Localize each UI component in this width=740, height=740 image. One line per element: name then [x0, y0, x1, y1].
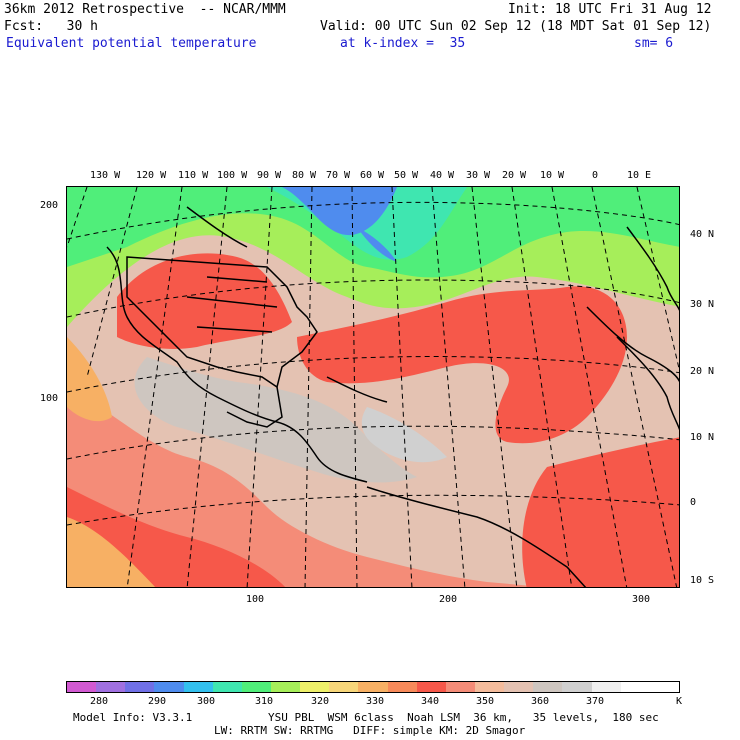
grid-y-label-100: 100: [40, 393, 59, 404]
lon-label-130w: 130 W: [90, 170, 121, 181]
lon-label-70w: 70 W: [326, 170, 351, 181]
forecast-hour: Fcst: 30 h: [4, 19, 98, 34]
lon-label-110w: 110 W: [178, 170, 209, 181]
legend-tick-370: 370: [586, 696, 605, 707]
lat-label-10n: 10 N: [690, 432, 715, 443]
lon-label-20w: 20 W: [502, 170, 527, 181]
legend-tick-320: 320: [311, 696, 330, 707]
run-title: 36km 2012 Retrospective -- NCAR/MMM: [4, 2, 286, 17]
legend-tick-310: 310: [255, 696, 274, 707]
grid-x-label-200: 200: [439, 594, 458, 605]
grid-y-label-200: 200: [40, 200, 59, 211]
legend-swatch: [649, 682, 679, 692]
lat-label-40n: 40 N: [690, 229, 715, 240]
legend-swatch: [154, 682, 184, 692]
lat-label-10s: 10 S: [690, 575, 715, 586]
legend-swatch: [358, 682, 388, 692]
legend-tick-340: 340: [421, 696, 440, 707]
legend-swatch: [183, 682, 213, 692]
lon-label-90w: 90 W: [257, 170, 282, 181]
legend-swatch: [96, 682, 126, 692]
lon-label-10w: 10 W: [540, 170, 565, 181]
field-level: at k-index = 35: [340, 36, 466, 51]
init-time: Init: 18 UTC Fri 31 Aug 12: [508, 2, 712, 17]
legend-swatch: [591, 682, 621, 692]
legend-colorbar: [66, 681, 680, 693]
model-info: Model Info: V3.3.1: [73, 711, 193, 724]
legend-swatch: [241, 682, 271, 692]
lon-label-80w: 80 W: [292, 170, 317, 181]
legend-swatch: [300, 682, 330, 692]
lat-label-30n: 30 N: [690, 299, 715, 310]
lon-label-30w: 30 W: [466, 170, 491, 181]
legend-swatch: [416, 682, 446, 692]
lon-label-50w: 50 W: [394, 170, 419, 181]
legend-tick-300: 300: [197, 696, 216, 707]
field-name: Equivalent potential temperature: [6, 36, 257, 51]
physics-info: YSU PBL WSM 6class Noah LSM 36 km, 35 le…: [268, 711, 659, 724]
legend-swatch: [67, 682, 97, 692]
diffusion-info: LW: RRTM SW: RRTMG DIFF: simple KM: 2D S…: [214, 724, 526, 737]
lon-label-120w: 120 W: [136, 170, 167, 181]
legend-tick-330: 330: [366, 696, 385, 707]
legend-swatch: [533, 682, 563, 692]
map-overlay: [67, 187, 679, 587]
legend-swatch: [387, 682, 417, 692]
legend-swatch: [562, 682, 592, 692]
lon-label-0: 0: [592, 170, 599, 181]
legend-tick-360: 360: [531, 696, 550, 707]
legend-tick-290: 290: [148, 696, 167, 707]
smoothing-label: sm= 6: [634, 36, 674, 51]
legend-swatch: [329, 682, 359, 692]
grid-x-label-100: 100: [246, 594, 265, 605]
theta-e-map: [66, 186, 680, 588]
legend-swatch: [212, 682, 242, 692]
legend-swatch: [125, 682, 155, 692]
legend-swatch: [445, 682, 475, 692]
lon-label-60w: 60 W: [360, 170, 385, 181]
valid-time: Valid: 00 UTC Sun 02 Sep 12 (18 MDT Sat …: [320, 19, 712, 34]
grid-x-label-300: 300: [632, 594, 651, 605]
legend-swatch: [474, 682, 505, 692]
lat-label-20n: 20 N: [690, 366, 715, 377]
lat-label-0: 0: [690, 497, 697, 508]
legend-unit: K: [676, 696, 683, 707]
legend-swatch: [504, 682, 534, 692]
lon-label-40w: 40 W: [430, 170, 455, 181]
lon-label-10e: 10 E: [627, 170, 652, 181]
legend-swatch: [620, 682, 650, 692]
lon-label-100w: 100 W: [217, 170, 248, 181]
legend-tick-350: 350: [476, 696, 495, 707]
legend-swatch: [270, 682, 301, 692]
legend-tick-280: 280: [90, 696, 109, 707]
